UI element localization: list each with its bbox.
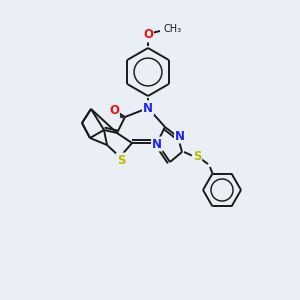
Text: S: S [193, 151, 201, 164]
Text: O: O [143, 28, 153, 41]
Text: N: N [143, 101, 153, 115]
Text: O: O [109, 103, 119, 116]
Text: N: N [143, 101, 153, 115]
Text: S: S [117, 154, 125, 166]
Text: N: N [175, 130, 185, 142]
Text: CH₃: CH₃ [164, 24, 182, 34]
Text: N: N [152, 137, 162, 151]
